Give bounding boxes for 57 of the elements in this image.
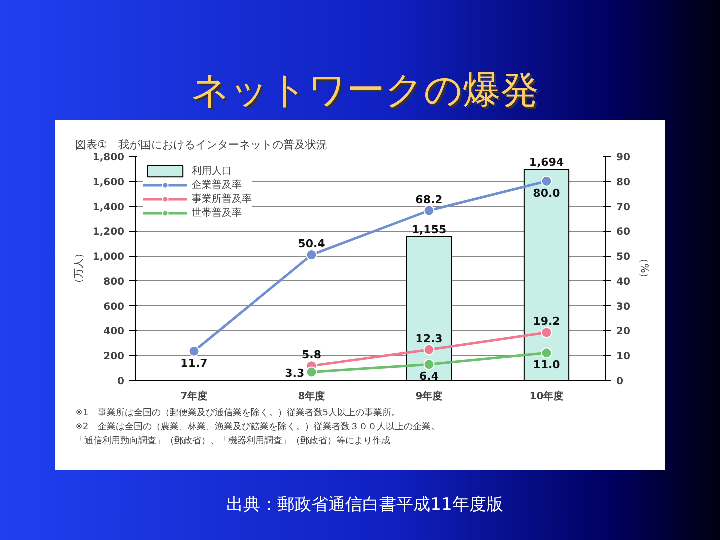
data-label: 11.0 xyxy=(533,358,561,372)
x-tick-label: 10年度 xyxy=(530,390,564,402)
legend-label: 企業普及率 xyxy=(192,178,242,192)
data-label: 68.2 xyxy=(416,193,443,206)
y2-tick-label: 60 xyxy=(616,227,630,238)
y-tick-label: 800 xyxy=(104,276,125,288)
x-tick-label: 9年度 xyxy=(416,390,443,402)
text: ※2 企業は全国の（農業、林業、漁業及び鉱業を除く。）従業者数３００人以上の企業。 xyxy=(76,422,440,432)
data-label: 1,155 xyxy=(412,223,447,236)
point xyxy=(188,346,200,357)
data-label: 11.7 xyxy=(180,356,208,370)
point xyxy=(424,205,435,216)
point xyxy=(424,344,435,356)
data-label: 3.3 xyxy=(285,366,305,380)
data-label: 12.3 xyxy=(416,332,443,346)
y-tick-label: 1,600 xyxy=(92,177,125,188)
text: ※1 事業所は全国の（郵便業及び通信業を除く。）従業者数5人以上の事業所。 xyxy=(76,408,400,418)
y-tick-label: 1,400 xyxy=(92,202,125,214)
y-tick-label: 0 xyxy=(118,376,125,388)
y-tick-label: 1,800 xyxy=(92,152,125,164)
data-label: 50.4 xyxy=(298,238,326,251)
point xyxy=(424,359,435,370)
legend-label: 世帯普及率 xyxy=(192,206,242,220)
y-tick-label: 600 xyxy=(104,302,125,313)
y-tick-label: 1,200 xyxy=(92,227,125,238)
y2-tick-label: 80 xyxy=(616,177,630,188)
data-label: 19.2 xyxy=(533,315,560,328)
y2-tick-label: 30 xyxy=(616,302,630,313)
text: 「通信利用動向調査」（郵政省）、「機器利用調査」（郵政省）等により作成 xyxy=(76,436,390,446)
y-tick-label: 400 xyxy=(104,326,125,338)
y2-tick-label: 10 xyxy=(616,352,630,363)
point xyxy=(541,176,552,187)
data-label: 80.0 xyxy=(533,186,561,200)
legend-label: 利用人口 xyxy=(192,164,232,178)
y-axis-title: （万人） xyxy=(74,248,85,288)
data-label: 1,694 xyxy=(529,156,564,170)
point xyxy=(541,348,552,359)
y2-tick-label: 90 xyxy=(616,152,630,164)
data-label: 5.8 xyxy=(302,348,322,362)
x-tick-label: 7年度 xyxy=(180,390,208,402)
y-tick-label: 1,000 xyxy=(92,252,125,264)
x-tick-label: 8年度 xyxy=(298,390,326,402)
y2-tick-label: 40 xyxy=(616,276,630,288)
point xyxy=(541,327,552,338)
source-note: 出典：郵政省通信白書平成11年度版 xyxy=(226,494,504,517)
y-tick-label: 200 xyxy=(104,352,125,363)
point xyxy=(306,366,318,378)
data-label: 6.4 xyxy=(420,370,440,384)
y2-tick-label: 70 xyxy=(616,202,630,214)
y2-axis-title: （%） xyxy=(638,254,650,284)
point xyxy=(306,250,318,261)
y2-tick-label: 50 xyxy=(616,252,630,264)
chart-title: ネットワークの爆発 xyxy=(191,67,539,114)
y2-tick-label: 20 xyxy=(616,326,630,338)
chart-subtitle: 図表① 我が国におけるインターネットの普及状況 xyxy=(76,138,328,152)
y2-tick-label: 0 xyxy=(616,376,624,388)
legend-label: 事業所普及率 xyxy=(192,192,252,206)
